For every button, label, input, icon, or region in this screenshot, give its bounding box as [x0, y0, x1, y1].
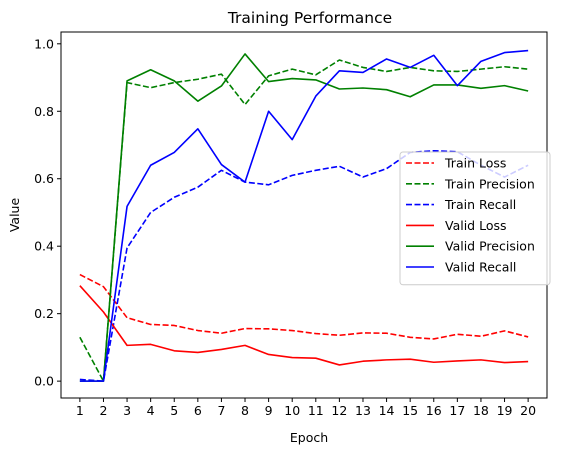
x-tick-label: 11: [308, 403, 324, 418]
series-line-valid-loss: [79, 285, 529, 366]
legend-label: Valid Recall: [445, 260, 516, 275]
y-axis-label: Value: [7, 198, 22, 233]
x-tick-label: 13: [355, 403, 371, 418]
y-tick-label: 0.6: [34, 171, 54, 186]
x-tick-label: 8: [241, 403, 249, 418]
x-axis-label: Epoch: [290, 430, 328, 445]
y-tick-label: 0.8: [34, 104, 54, 119]
series-line-train-precision: [79, 59, 529, 382]
x-tick-label: 19: [497, 403, 513, 418]
x-tick-label: 1: [76, 403, 84, 418]
x-tick-label: 7: [217, 403, 225, 418]
series-line-train-loss: [79, 273, 529, 340]
y-tick-label: 0.0: [34, 374, 54, 389]
x-tick-label: 2: [99, 403, 107, 418]
x-tick-label: 3: [123, 403, 131, 418]
y-axis: 0.0 0.2 0.4 0.6 0.8 1.0: [34, 36, 61, 389]
x-tick-label: 16: [426, 403, 442, 418]
legend-label: Train Loss: [444, 156, 506, 171]
x-tick-label: 15: [402, 403, 418, 418]
series-line-valid-recall: [79, 49, 529, 382]
legend: Train Loss Train Precision Train Recall Val…: [399, 151, 551, 286]
legend-label: Train Recall: [444, 197, 516, 212]
x-tick-label: 10: [284, 403, 300, 418]
legend-label: Train Precision: [444, 176, 535, 191]
x-axis: 1 2 3 4 5 6 7 8 9 10 11 12 13 14 15 16 17 18 19 20: [76, 398, 536, 418]
x-tick-label: 5: [170, 403, 178, 418]
x-tick-label: 6: [194, 403, 202, 418]
x-tick-label: 17: [449, 403, 465, 418]
legend-label: Valid Precision: [445, 239, 535, 254]
legend-label: Valid Loss: [445, 218, 507, 233]
x-tick-label: 12: [331, 403, 347, 418]
y-tick-label: 1.0: [34, 36, 54, 51]
x-tick-label: 20: [520, 403, 536, 418]
x-tick-label: 14: [379, 403, 395, 418]
series-line-valid-precision: [79, 53, 529, 382]
y-tick-label: 0.4: [34, 239, 54, 254]
y-tick-label: 0.2: [34, 306, 54, 321]
x-tick-label: 18: [473, 403, 489, 418]
x-tick-label: 9: [265, 403, 273, 418]
x-tick-label: 4: [147, 403, 155, 418]
legend-box: [399, 151, 551, 286]
chart-title: Training Performance: [227, 9, 392, 27]
